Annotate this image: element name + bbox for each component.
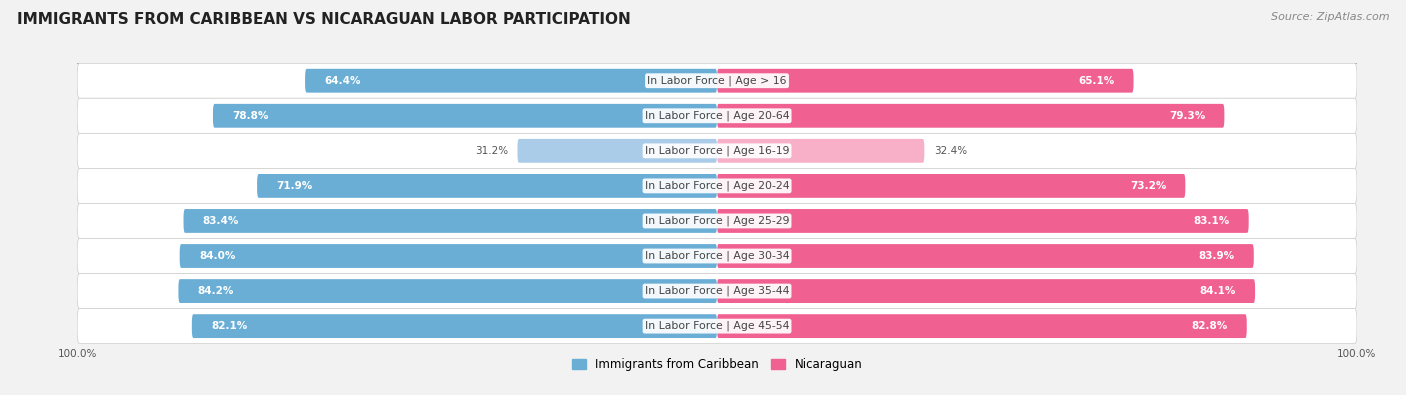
Text: 71.9%: 71.9%: [277, 181, 312, 191]
Text: 73.2%: 73.2%: [1130, 181, 1166, 191]
Text: 82.1%: 82.1%: [211, 321, 247, 331]
FancyBboxPatch shape: [717, 209, 1249, 233]
FancyBboxPatch shape: [212, 104, 717, 128]
Text: 84.1%: 84.1%: [1199, 286, 1236, 296]
Text: In Labor Force | Age 16-19: In Labor Force | Age 16-19: [645, 146, 789, 156]
FancyBboxPatch shape: [305, 69, 717, 93]
Text: IMMIGRANTS FROM CARIBBEAN VS NICARAGUAN LABOR PARTICIPATION: IMMIGRANTS FROM CARIBBEAN VS NICARAGUAN …: [17, 12, 631, 27]
Text: 32.4%: 32.4%: [934, 146, 967, 156]
FancyBboxPatch shape: [77, 63, 1357, 98]
FancyBboxPatch shape: [717, 69, 1133, 93]
Text: 83.4%: 83.4%: [202, 216, 239, 226]
FancyBboxPatch shape: [77, 134, 1357, 168]
Text: 79.3%: 79.3%: [1168, 111, 1205, 121]
FancyBboxPatch shape: [179, 279, 717, 303]
Text: 84.2%: 84.2%: [198, 286, 233, 296]
FancyBboxPatch shape: [717, 174, 1185, 198]
FancyBboxPatch shape: [77, 168, 1357, 203]
Text: 84.0%: 84.0%: [198, 251, 235, 261]
Text: In Labor Force | Age 45-54: In Labor Force | Age 45-54: [645, 321, 789, 331]
Text: 31.2%: 31.2%: [475, 146, 508, 156]
Legend: Immigrants from Caribbean, Nicaraguan: Immigrants from Caribbean, Nicaraguan: [565, 352, 869, 377]
FancyBboxPatch shape: [717, 104, 1225, 128]
FancyBboxPatch shape: [257, 174, 717, 198]
FancyBboxPatch shape: [717, 279, 1256, 303]
FancyBboxPatch shape: [77, 273, 1357, 308]
Text: Source: ZipAtlas.com: Source: ZipAtlas.com: [1271, 12, 1389, 22]
FancyBboxPatch shape: [184, 209, 717, 233]
Text: 65.1%: 65.1%: [1078, 76, 1115, 86]
FancyBboxPatch shape: [717, 244, 1254, 268]
Text: 83.9%: 83.9%: [1198, 251, 1234, 261]
FancyBboxPatch shape: [717, 139, 924, 163]
FancyBboxPatch shape: [77, 239, 1357, 273]
FancyBboxPatch shape: [517, 139, 717, 163]
Text: 78.8%: 78.8%: [232, 111, 269, 121]
Text: In Labor Force | Age 20-24: In Labor Force | Age 20-24: [645, 181, 789, 191]
FancyBboxPatch shape: [77, 308, 1357, 344]
FancyBboxPatch shape: [180, 244, 717, 268]
Text: In Labor Force | Age > 16: In Labor Force | Age > 16: [647, 75, 787, 86]
Text: In Labor Force | Age 20-64: In Labor Force | Age 20-64: [645, 111, 789, 121]
Text: 83.1%: 83.1%: [1194, 216, 1229, 226]
FancyBboxPatch shape: [191, 314, 717, 338]
Text: 64.4%: 64.4%: [325, 76, 361, 86]
FancyBboxPatch shape: [77, 98, 1357, 134]
FancyBboxPatch shape: [717, 314, 1247, 338]
FancyBboxPatch shape: [77, 203, 1357, 239]
Text: In Labor Force | Age 30-34: In Labor Force | Age 30-34: [645, 251, 789, 261]
Text: 82.8%: 82.8%: [1191, 321, 1227, 331]
Text: In Labor Force | Age 35-44: In Labor Force | Age 35-44: [645, 286, 789, 296]
Text: In Labor Force | Age 25-29: In Labor Force | Age 25-29: [645, 216, 789, 226]
